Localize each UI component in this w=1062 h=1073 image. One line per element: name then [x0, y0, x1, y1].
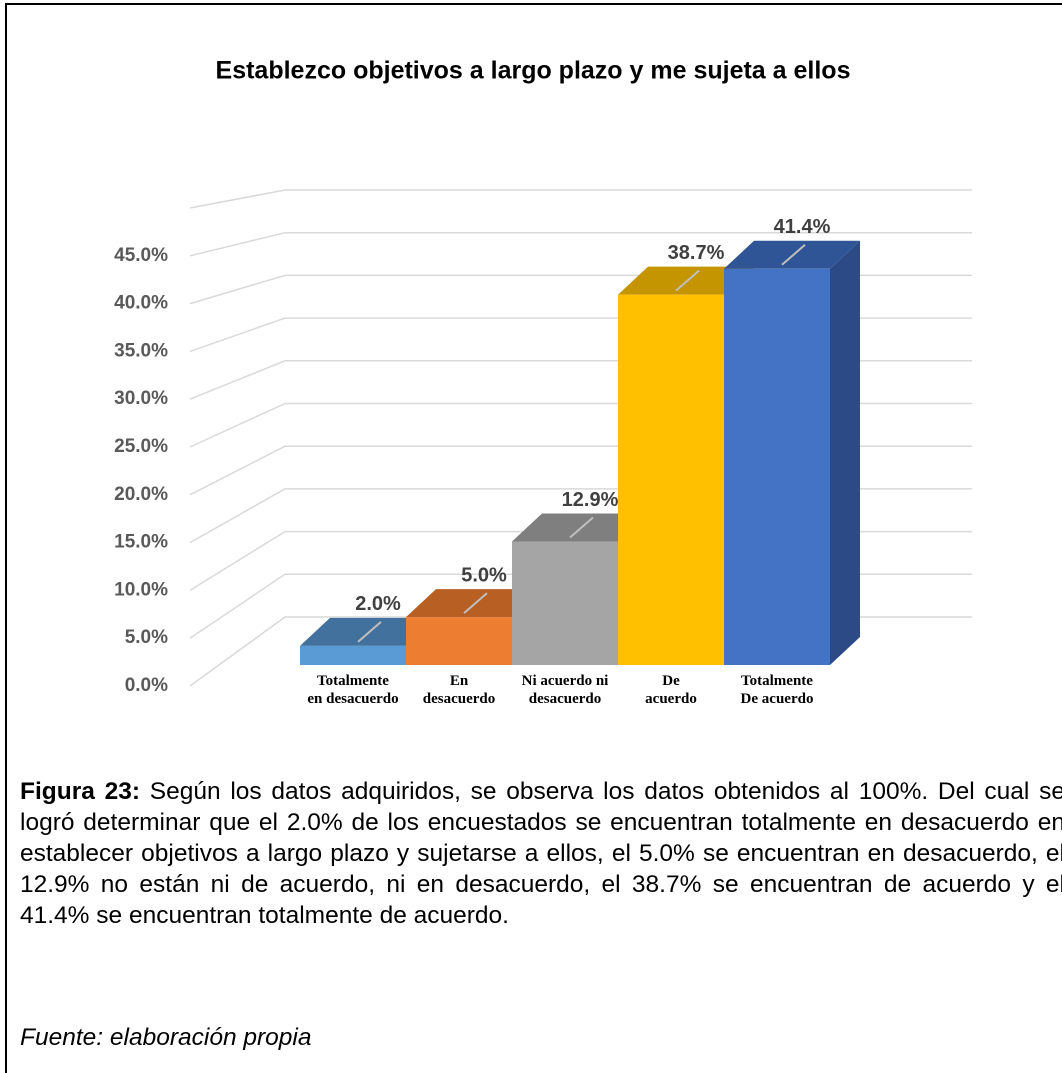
- y-tick-label: 35.0%: [114, 340, 168, 361]
- y-tick-label: 0.0%: [125, 675, 168, 696]
- caption-label: Figura 23:: [20, 778, 141, 805]
- x-tick-label: Totalmente en desacuerdo: [307, 673, 399, 707]
- data-label: 38.7%: [668, 242, 725, 264]
- y-tick-label: 30.0%: [114, 388, 168, 409]
- data-label: 12.9%: [562, 489, 619, 511]
- source: Fuente: elaboración propia: [20, 1024, 312, 1051]
- x-tick-label: Ni acuerdo ni desacuerdo: [521, 673, 609, 707]
- x-tick-label: De acuerdo: [645, 673, 697, 707]
- bar-side: [830, 240, 860, 665]
- data-label: 5.0%: [461, 564, 507, 586]
- x-tick-label: En desacuerdo: [422, 673, 496, 707]
- grid-frame: [189, 189, 972, 209]
- chart-title: Establezco objetivos a largo plazo y me …: [216, 57, 851, 85]
- y-tick-label: 25.0%: [114, 436, 168, 457]
- y-tick-label: 5.0%: [125, 627, 168, 648]
- x-tick-label-box: En desacuerdo: [422, 673, 496, 707]
- frame: [5, 3, 1062, 1073]
- bar: [406, 617, 512, 665]
- leader-line: [569, 516, 594, 539]
- chart: Establezco objetivos a largo plazo y me …: [114, 57, 972, 707]
- x-tick-label-box: Totalmente en desacuerdo: [307, 673, 399, 707]
- y-tick-label: 45.0%: [114, 245, 168, 266]
- leader-line: [463, 592, 488, 614]
- data-label: 41.4%: [774, 216, 831, 238]
- leader-line: [781, 244, 806, 266]
- data-label: 2.0%: [355, 593, 401, 615]
- y-tick-label: 15.0%: [114, 532, 168, 553]
- caption-text: Según los datos adquiridos, se observa l…: [20, 778, 1062, 929]
- leader-line: [675, 269, 700, 292]
- grid-line: [189, 231, 972, 257]
- bar: [512, 541, 618, 665]
- bar: [618, 294, 724, 665]
- bar: [300, 645, 406, 665]
- x-tick-label: Totalmente De acuerdo: [740, 673, 814, 707]
- y-tick-label: 40.0%: [114, 293, 168, 314]
- bar: [724, 268, 830, 665]
- x-tick-label-box: Ni acuerdo ni desacuerdo: [521, 673, 609, 707]
- x-tick-label-box: De acuerdo: [645, 673, 697, 707]
- y-tick-label: 10.0%: [114, 579, 168, 600]
- x-tick-label-box: Totalmente De acuerdo: [740, 673, 814, 707]
- caption: Figura 23: Según los datos adquiridos, s…: [20, 776, 1062, 931]
- y-tick-label: 20.0%: [114, 484, 168, 505]
- leader-line: [357, 621, 382, 643]
